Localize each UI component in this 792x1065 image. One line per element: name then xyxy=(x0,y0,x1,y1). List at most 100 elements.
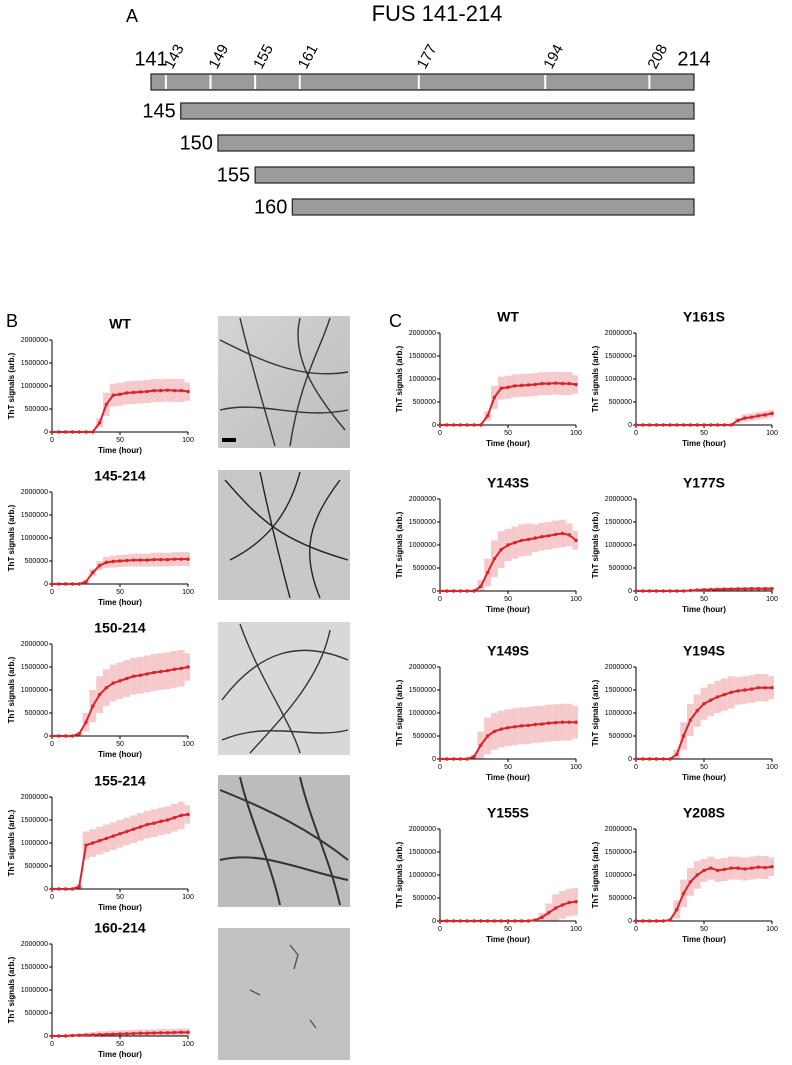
x-tick-label: 0 xyxy=(50,741,54,748)
data-point xyxy=(654,423,659,427)
data-point xyxy=(634,919,638,923)
y-tick-label: 500000 xyxy=(609,565,632,572)
data-point xyxy=(131,390,136,395)
x-axis-label: Time (hour) xyxy=(98,750,142,759)
data-point xyxy=(172,667,177,671)
data-point xyxy=(57,582,61,586)
data-point xyxy=(574,382,578,387)
y-axis-label: ThT signals (arb.) xyxy=(395,345,404,412)
y-tick-label: 1500000 xyxy=(409,353,436,360)
y-tick-label: 1000000 xyxy=(21,987,48,994)
construct-label: 160 xyxy=(254,196,287,218)
y-tick-label: 500000 xyxy=(413,895,436,902)
error-band xyxy=(484,371,578,421)
data-point xyxy=(63,887,68,891)
data-point xyxy=(152,821,156,825)
data-point xyxy=(186,389,190,394)
chart-title: Y194S xyxy=(683,643,725,659)
micrograph xyxy=(218,316,350,1060)
data-point xyxy=(654,919,659,923)
data-point xyxy=(138,825,143,829)
data-point xyxy=(131,674,136,678)
data-point xyxy=(111,559,115,564)
y-tick-label: 2000000 xyxy=(605,330,632,337)
data-point xyxy=(722,867,727,872)
data-point xyxy=(63,1034,68,1038)
y-tick-label: 2000000 xyxy=(409,664,436,671)
domain-bar xyxy=(150,73,695,91)
data-point xyxy=(485,734,490,738)
x-tick-label: 0 xyxy=(50,437,54,444)
data-point xyxy=(118,392,122,396)
data-point xyxy=(438,589,442,593)
y-axis-label: ThT signals (arb.) xyxy=(395,841,404,908)
data-point xyxy=(661,423,665,427)
data-point xyxy=(458,423,463,427)
y-tick-label: 2000000 xyxy=(21,941,48,948)
data-point xyxy=(770,587,774,591)
data-point xyxy=(91,570,95,575)
data-point xyxy=(681,891,686,896)
data-point xyxy=(159,669,163,674)
data-point xyxy=(560,381,565,386)
data-point xyxy=(675,589,679,593)
data-point xyxy=(138,673,143,677)
data-point xyxy=(749,415,754,419)
x-axis-label: Time (hour) xyxy=(98,1050,142,1059)
data-point xyxy=(145,389,149,394)
y-tick-label: 1500000 xyxy=(605,353,632,360)
y-tick-label: 0 xyxy=(44,886,48,893)
construct-label: 145 xyxy=(142,100,175,122)
data-point xyxy=(770,686,774,690)
data-point xyxy=(57,430,61,434)
data-point xyxy=(513,919,517,923)
data-point xyxy=(641,919,645,923)
chart: Y194S 0 500000 1000000 1500000 2000000 0 50 100 T… xyxy=(591,643,778,782)
data-point xyxy=(695,423,699,427)
y-tick-label: 500000 xyxy=(25,1010,48,1017)
x-tick-label: 50 xyxy=(700,764,708,771)
data-point xyxy=(125,1032,129,1036)
data-point xyxy=(506,385,510,389)
data-point xyxy=(533,722,537,727)
x-axis-label: Time (hour) xyxy=(486,935,530,944)
chart: Y208S 0 500000 1000000 1500000 2000000 0 50 100 T… xyxy=(591,805,778,944)
y-tick-label: 0 xyxy=(628,422,632,429)
data-point xyxy=(574,538,578,543)
chart-title: Y161S xyxy=(683,309,725,325)
data-point xyxy=(695,873,699,877)
data-point xyxy=(179,1030,183,1035)
y-tick-label: 500000 xyxy=(413,733,436,740)
data-point xyxy=(675,752,679,757)
data-point xyxy=(159,557,163,562)
y-tick-label: 1500000 xyxy=(605,849,632,856)
chart-title: 150-214 xyxy=(94,620,146,636)
data-point xyxy=(445,423,449,427)
y-tick-label: 1500000 xyxy=(409,849,436,856)
data-point xyxy=(756,865,761,869)
data-point xyxy=(668,757,672,761)
data-point xyxy=(485,414,490,418)
x-axis-label: Time (hour) xyxy=(682,439,726,448)
data-point xyxy=(131,827,136,831)
data-point xyxy=(647,423,652,427)
data-point xyxy=(70,430,75,434)
data-point xyxy=(186,812,190,817)
data-point xyxy=(57,734,61,738)
data-point xyxy=(668,918,672,922)
data-point xyxy=(458,589,463,593)
data-point xyxy=(513,541,517,545)
data-point xyxy=(451,757,456,761)
data-point xyxy=(770,411,774,416)
data-point xyxy=(145,558,149,562)
data-point xyxy=(560,720,565,724)
x-tick-label: 100 xyxy=(182,437,194,444)
y-tick-label: 500000 xyxy=(609,733,632,740)
data-point xyxy=(77,1033,81,1038)
data-point xyxy=(50,582,54,586)
data-point xyxy=(756,414,761,418)
data-point xyxy=(91,1033,95,1037)
data-point xyxy=(560,903,565,907)
x-axis-label: Time (hour) xyxy=(98,598,142,607)
